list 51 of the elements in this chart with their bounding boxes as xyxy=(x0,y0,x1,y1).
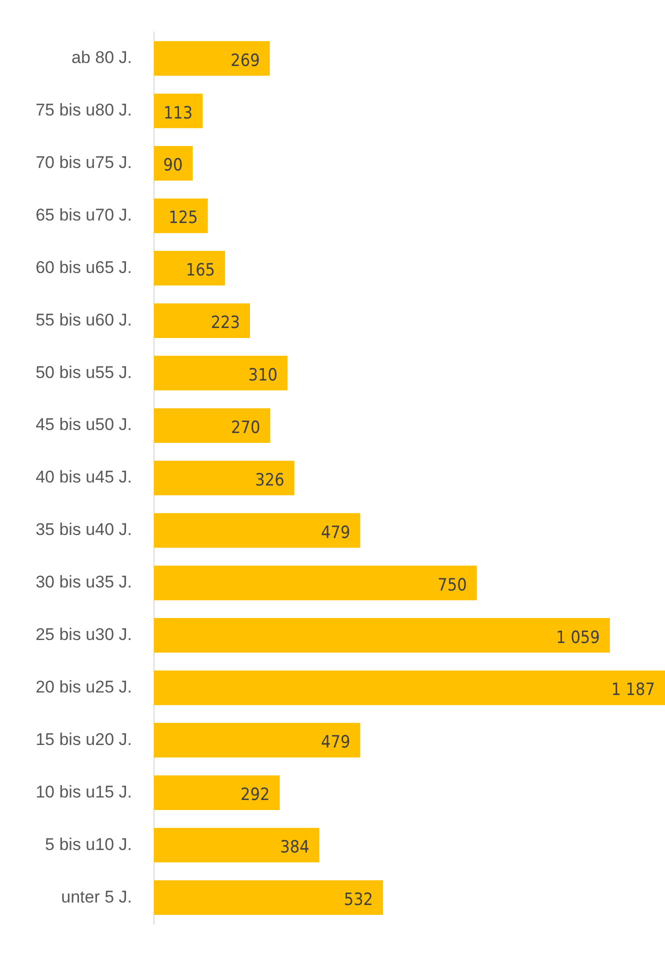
y-tick-label: 15 bis u20 J. xyxy=(36,730,132,749)
data-label: 1 059 xyxy=(556,628,600,648)
y-tick-label: 25 bis u30 J. xyxy=(36,625,132,644)
bar xyxy=(154,303,250,338)
y-tick-label: 65 bis u70 J. xyxy=(36,205,132,224)
bar xyxy=(154,618,610,653)
data-label: 384 xyxy=(280,838,310,858)
y-tick-label: 70 bis u75 J. xyxy=(36,153,132,172)
bar xyxy=(154,146,193,181)
data-label: 532 xyxy=(344,890,374,910)
y-tick-label: 45 bis u50 J. xyxy=(36,415,132,434)
data-label: 90 xyxy=(163,156,183,176)
data-label: 292 xyxy=(240,785,270,806)
data-label: 165 xyxy=(186,260,216,281)
data-label: 113 xyxy=(163,103,193,124)
bar xyxy=(154,408,270,443)
data-label: 479 xyxy=(321,732,350,753)
bar xyxy=(154,513,360,548)
bar xyxy=(154,670,665,706)
data-label: 1 187 xyxy=(611,680,655,700)
y-tick-label: unter 5 J. xyxy=(61,887,132,906)
data-label: 310 xyxy=(248,366,278,386)
bar xyxy=(154,566,477,600)
data-label: 270 xyxy=(231,418,260,438)
bar xyxy=(154,828,320,862)
data-label: 125 xyxy=(168,208,198,228)
y-tick-label: 50 bis u55 J. xyxy=(36,362,132,382)
y-tick-label: 30 bis u35 J. xyxy=(36,572,132,592)
y-tick-label: 5 bis u10 J. xyxy=(45,834,132,854)
y-tick-label: ab 80 J. xyxy=(72,48,132,68)
bar xyxy=(154,356,288,390)
y-tick-label: 20 bis u25 J. xyxy=(36,677,132,696)
y-tick-label: 75 bis u80 J. xyxy=(36,100,132,120)
data-label: 479 xyxy=(321,522,350,543)
bar xyxy=(154,94,203,128)
y-tick-label: 55 bis u60 J. xyxy=(36,310,132,330)
bar xyxy=(154,460,294,496)
data-label: 750 xyxy=(438,575,467,596)
bar xyxy=(154,41,270,76)
y-tick-label: 40 bis u45 J. xyxy=(36,468,132,487)
bar xyxy=(154,722,360,758)
bar xyxy=(154,775,280,810)
bar xyxy=(154,250,226,286)
y-tick-label: 60 bis u65 J. xyxy=(36,258,132,277)
bar xyxy=(154,198,208,234)
y-tick-label: 10 bis u15 J. xyxy=(36,782,132,802)
data-label: 223 xyxy=(210,313,240,334)
bar xyxy=(154,880,384,915)
y-tick-label: 35 bis u40 J. xyxy=(36,520,132,540)
data-label: 326 xyxy=(255,470,284,490)
data-label: 269 xyxy=(230,50,260,71)
